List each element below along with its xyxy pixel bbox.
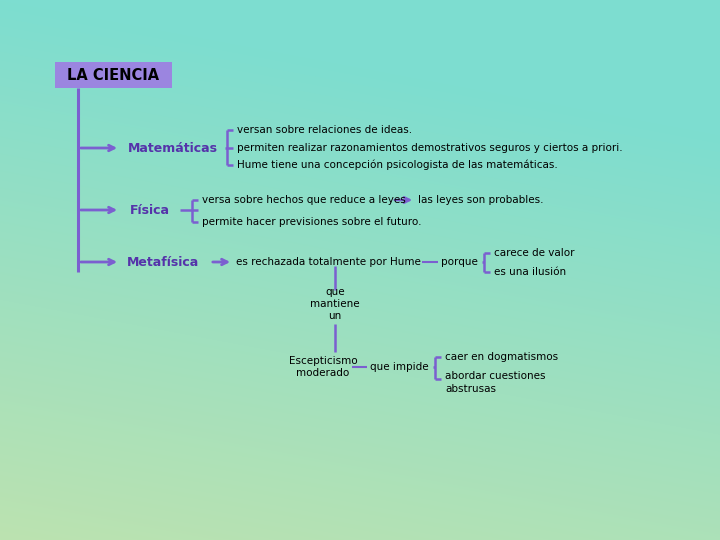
Text: permiten realizar razonamientos demostrativos seguros y ciertos a priori.: permiten realizar razonamientos demostra… bbox=[237, 143, 623, 153]
FancyBboxPatch shape bbox=[55, 62, 172, 88]
Text: porque: porque bbox=[441, 257, 478, 267]
Text: que: que bbox=[325, 287, 345, 297]
Text: caer en dogmatismos: caer en dogmatismos bbox=[445, 352, 558, 362]
Text: es una ilusión: es una ilusión bbox=[494, 267, 566, 277]
Text: es rechazada totalmente por Hume: es rechazada totalmente por Hume bbox=[236, 257, 421, 267]
Text: Física: Física bbox=[130, 204, 170, 217]
Text: las leyes son probables.: las leyes son probables. bbox=[418, 195, 544, 205]
Text: versan sobre relaciones de ideas.: versan sobre relaciones de ideas. bbox=[237, 125, 412, 135]
Text: Hume tiene una concepción psicologista de las matemáticas.: Hume tiene una concepción psicologista d… bbox=[237, 160, 558, 170]
Text: Metafísica: Metafísica bbox=[127, 255, 199, 268]
Text: mantiene: mantiene bbox=[310, 299, 360, 309]
Text: que impide: que impide bbox=[370, 362, 428, 372]
Text: Escepticismo: Escepticismo bbox=[289, 356, 357, 366]
Text: abordar cuestiones: abordar cuestiones bbox=[445, 371, 546, 381]
Text: abstrusas: abstrusas bbox=[445, 384, 496, 394]
Text: versa sobre hechos que reduce a leyes: versa sobre hechos que reduce a leyes bbox=[202, 195, 406, 205]
Text: permite hacer previsiones sobre el futuro.: permite hacer previsiones sobre el futur… bbox=[202, 217, 421, 227]
Text: moderado: moderado bbox=[297, 368, 350, 378]
Text: Matemáticas: Matemáticas bbox=[128, 141, 218, 154]
Text: LA CIENCIA: LA CIENCIA bbox=[68, 68, 160, 83]
Text: carece de valor: carece de valor bbox=[494, 248, 575, 258]
Text: un: un bbox=[328, 311, 341, 321]
